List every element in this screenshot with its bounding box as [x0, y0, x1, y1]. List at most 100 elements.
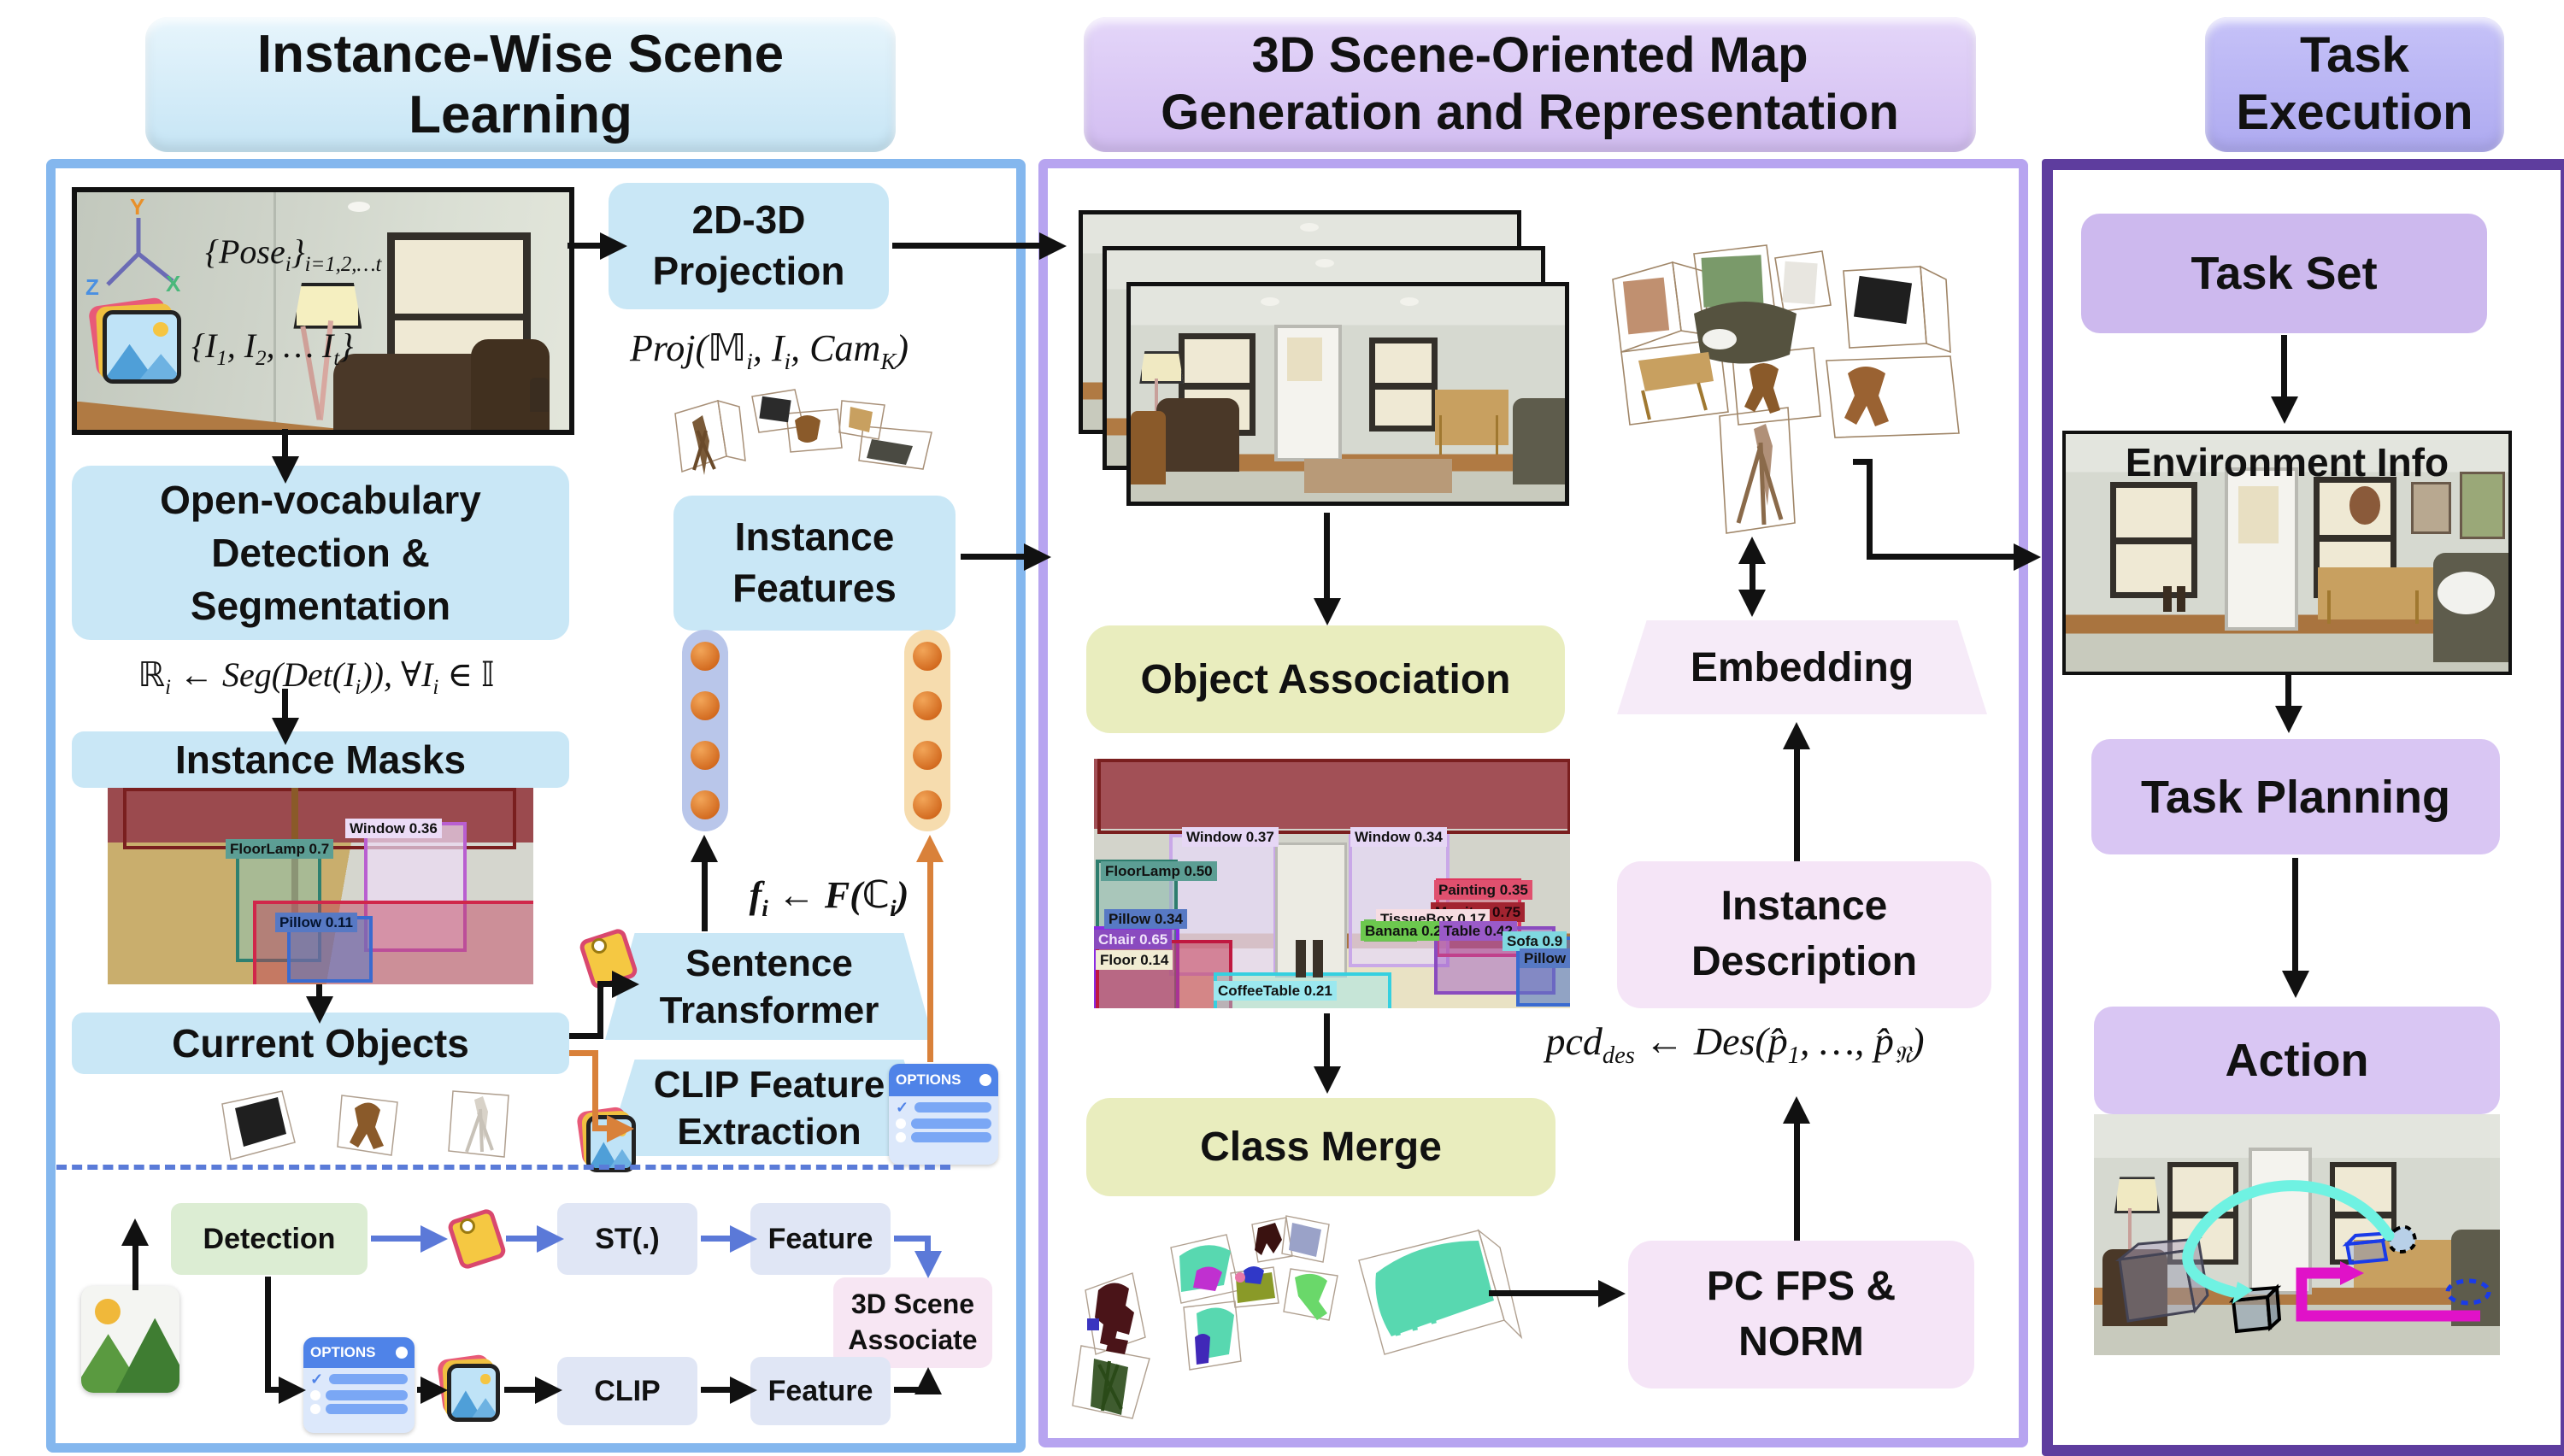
arrowhead [914, 1251, 942, 1278]
st-box: ST(.) [557, 1203, 697, 1275]
f-formula: fi ← F(ℂi) [749, 874, 909, 921]
arrow-projection-to-middle [892, 243, 1044, 249]
arrow-detection-to-tag [371, 1236, 427, 1242]
arrowhead [730, 1225, 757, 1253]
options-checklist-icon: OPTIONS ✓ [889, 1064, 998, 1165]
arrowhead [1024, 543, 1051, 571]
arrow-fps-to-formula [1794, 1120, 1800, 1241]
arrowhead [2014, 543, 2041, 571]
proj-formula: Proj(𝕄i, Ii, CamK) [629, 327, 909, 374]
ceiling-light [347, 202, 370, 213]
arrowhead-embedding-scene-down [1738, 590, 1766, 617]
arrow-st-to-vector [702, 859, 708, 931]
arrow-formula-to-masks [282, 689, 288, 725]
arrowhead [2275, 706, 2302, 733]
arrow-segimg-to-current [316, 984, 322, 1003]
seg2-chip: Window 0.34 [1350, 827, 1447, 847]
arrow-scene-to-task-h [1867, 554, 2019, 560]
instance-description-box: Instance Description [1617, 861, 1991, 1008]
arrow-current-to-st-h2 [597, 981, 618, 987]
arrow-current-to-st-v [597, 981, 603, 1039]
seg2-chip: Table 0.42 [1439, 921, 1517, 941]
arrow-features-to-middle [961, 554, 1034, 560]
arrow-desc-to-embedding [1794, 746, 1800, 861]
3d-scene-map [1612, 244, 1960, 534]
task-title-line1: Task [2300, 27, 2409, 84]
sentence-transformer-trap: Sentence Transformer [605, 933, 933, 1040]
arrow-taskset-to-env [2281, 335, 2287, 402]
seg2-chip: Floor 0.14 [1096, 950, 1173, 970]
seg2-chip: Pillow 0.34 [1104, 909, 1187, 929]
arrowhead [607, 1115, 634, 1142]
clip-extraction-trap: CLIP Feature Extraction [605, 1060, 933, 1156]
embedding-trap: Embedding [1617, 620, 1987, 714]
feature-box-top: Feature [750, 1203, 891, 1275]
frame-stack-front [1126, 282, 1569, 506]
room-corner-line [273, 192, 277, 430]
arrowhead-st-to-vector [691, 835, 718, 862]
frame-image-icon [81, 1286, 179, 1393]
tag-icon [574, 925, 640, 991]
arrowhead [306, 996, 333, 1024]
action-overlay [2114, 1180, 2491, 1334]
arrowhead [2282, 971, 2309, 998]
class-merge-box: Class Merge [1086, 1098, 1555, 1196]
arrowhead [537, 1225, 564, 1253]
arrow-current-to-st [569, 1033, 603, 1039]
arrowhead-clip-to-vector [916, 835, 944, 862]
arrow-clip-to-feature [701, 1387, 738, 1393]
seg2-chip: Sofa 0.9 [1503, 931, 1567, 951]
axis-z-label: Z [85, 274, 99, 300]
arrowhead-fps-to-formula [1783, 1096, 1810, 1124]
arrow-detection-to-options-v [265, 1277, 271, 1393]
seg2-chip: FloorLamp 0.50 [1101, 861, 1217, 881]
arrowhead [600, 232, 627, 260]
arrowhead [612, 971, 639, 998]
action-image [2094, 1114, 2500, 1355]
task-title-line2: Execution [2236, 85, 2473, 140]
arrowhead [914, 1367, 942, 1394]
scene-associate-box: 3D Scene Associate [833, 1277, 992, 1368]
seg2-ceiling-bbox [1097, 759, 1570, 834]
arrow-current-to-clip-h2 [592, 1125, 611, 1131]
projection-box: 2D-3D Projection [609, 183, 889, 309]
object-association-box: Object Association [1086, 625, 1565, 733]
seg-formula: ℝi ← Seg(Det(Ii)), ∀Ii ∈ 𝕀 [138, 655, 495, 699]
options-checklist-icon-small: OPTIONS ✓ [303, 1337, 415, 1433]
task-planning-box: Task Planning [2091, 739, 2500, 854]
arrow-frames-to-association [1324, 513, 1330, 603]
photo-stack-icon-small [436, 1353, 500, 1422]
seg2-chip: Pillow [1520, 948, 1570, 968]
current-objects-thumbnails [221, 1090, 509, 1160]
feature-box-bottom: Feature [750, 1357, 891, 1425]
merged-pointcloud-image [1072, 1215, 1523, 1419]
associated-seg-image: Window 0.37 Window 0.34 FloorLamp 0.50 P… [1094, 759, 1570, 1008]
arrowhead [1314, 598, 1341, 625]
left-title-text: Instance-Wise Scene Learning [256, 24, 785, 144]
current-objects-box: Current Objects [72, 1013, 569, 1074]
seg1-chip: FloorLamp 0.7 [226, 839, 334, 859]
image-stack-icon [87, 296, 181, 384]
arrowhead [272, 456, 299, 484]
arrow-segimg2-to-classmerge [1324, 1013, 1330, 1070]
seg2-chip: CoffeeTable 0.21 [1214, 981, 1337, 1001]
arrowhead [420, 1225, 448, 1253]
arrow-feature-to-assoc-v [925, 1236, 931, 1254]
pose-formula: {Posei}i=1,2,…t [205, 232, 382, 276]
arrow-photo-to-clip [504, 1387, 542, 1393]
environment-info-label: Environment Info [2125, 440, 2449, 484]
axis-icon [106, 218, 174, 286]
arrow-cloud-to-fps [1489, 1290, 1605, 1296]
arrow-scene-to-task-v [1867, 459, 1873, 560]
middle-title-line2: Generation and Representation [1161, 85, 1899, 140]
arrowhead [535, 1377, 562, 1404]
openvocab-box: Open-vocabulary Detection & Segmentation [72, 466, 569, 640]
arrow-tag-to-st [506, 1236, 544, 1242]
text-feature-vector [682, 630, 728, 831]
arrow-detection-to-options-h [265, 1387, 285, 1393]
axis-x-label: X [166, 271, 181, 296]
arrowhead [1314, 1066, 1341, 1094]
arrow-icon-to-detection [132, 1242, 138, 1290]
arrowhead-desc-to-embedding [1783, 722, 1810, 749]
